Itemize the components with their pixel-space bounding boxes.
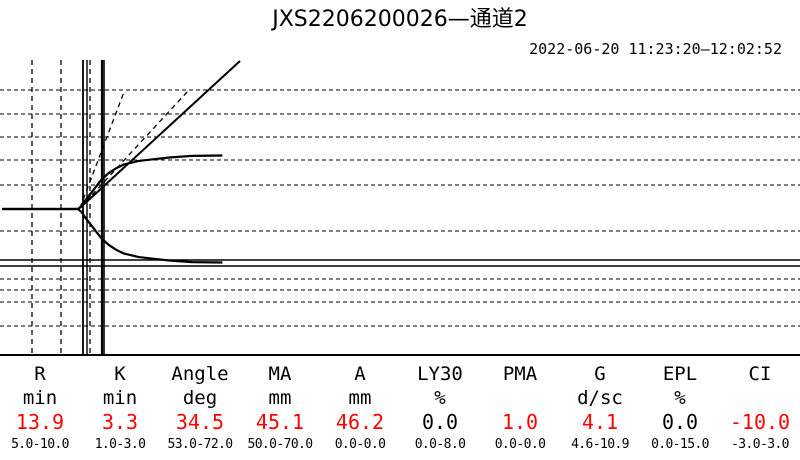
param-unit: mm <box>348 387 372 409</box>
param-range: 50.0-70.0 <box>247 437 313 452</box>
trace-series-0 <box>2 154 223 211</box>
param-range: 0.0-0.0 <box>494 437 546 452</box>
param-unit: deg <box>182 387 218 409</box>
param-unit: d/sc <box>577 387 623 409</box>
param-epl: EPL% 0.0 0.0-15.0 <box>640 362 720 454</box>
param-range: 53.0-72.0 <box>167 437 233 452</box>
time-markers <box>31 60 105 355</box>
param-value: -10.0 <box>729 410 791 434</box>
param-unit: % <box>434 387 446 409</box>
param-name: EPL <box>662 363 698 385</box>
param-range: 0.0-0.0 <box>334 437 386 452</box>
param-range: 0.0-15.0 <box>651 437 709 452</box>
param-value: 13.9 <box>15 410 65 434</box>
param-value: 45.1 <box>255 410 305 434</box>
dashed-tangent-2 <box>79 90 189 209</box>
param-unit <box>720 386 800 410</box>
param-name: LY30 <box>417 363 463 385</box>
dashed-tangent-1 <box>79 91 125 209</box>
param-unit: min <box>22 387 58 409</box>
time-range: 2022-06-20 11:23:20—12:02:52 <box>529 40 782 58</box>
param-ci: CI -10.0 -3.0-3.0 <box>720 362 800 454</box>
param-ly30: LY30% 0.0 0.0-8.0 <box>400 362 480 454</box>
param-unit: min <box>102 387 138 409</box>
param-value: 3.3 <box>101 410 139 434</box>
param-name: PMA <box>502 363 538 385</box>
plot-grid <box>0 89 800 356</box>
param-range: 0.0-8.0 <box>414 437 466 452</box>
param-ma: MA mm 45.1 50.0-70.0 <box>240 362 320 454</box>
param-name: K <box>114 363 126 385</box>
param-value: 46.2 <box>335 410 385 434</box>
param-pma: PMA 1.0 0.0-0.0 <box>480 362 560 454</box>
param-name: G <box>594 363 606 385</box>
param-range: -3.0-3.0 <box>731 437 789 452</box>
param-angle: Angle deg 34.5 53.0-72.0 <box>160 362 240 454</box>
param-unit <box>480 386 560 410</box>
angle-tangent <box>79 60 241 209</box>
page-title: JXS2206200026—通道2 <box>272 7 528 32</box>
param-value: 0.0 <box>421 410 459 434</box>
param-range: 1.0-3.0 <box>94 437 146 452</box>
param-range: 4.6-10.9 <box>571 437 629 452</box>
param-name: A <box>354 363 366 385</box>
param-name: R <box>34 363 46 385</box>
param-name: CI <box>748 363 772 385</box>
param-value: 0.0 <box>661 410 699 434</box>
param-value: 34.5 <box>175 410 225 434</box>
param-value: 1.0 <box>501 410 539 434</box>
param-range: 5.0-10.0 <box>11 437 69 452</box>
trace-series-1 <box>2 207 223 264</box>
param-value: 4.1 <box>581 410 619 434</box>
param-unit: % <box>674 387 686 409</box>
teg-plot <box>0 60 800 356</box>
param-unit: mm <box>268 387 292 409</box>
trace-series <box>2 60 241 264</box>
param-name: MA <box>268 363 292 385</box>
param-name: Angle <box>171 363 229 385</box>
